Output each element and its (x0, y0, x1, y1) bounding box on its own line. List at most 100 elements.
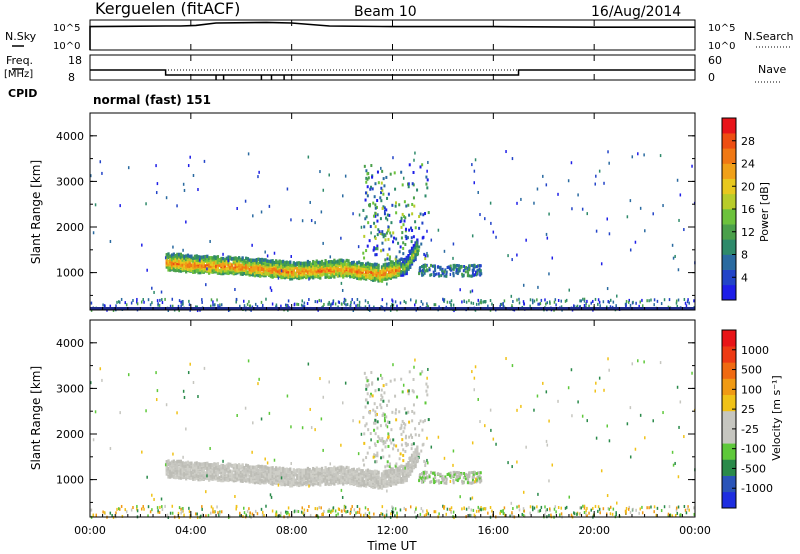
velocity-cell (276, 469, 280, 474)
power-cell (239, 263, 243, 268)
velocity-cell (516, 505, 518, 509)
colorbar-swatch (722, 427, 736, 444)
velocity-cell (225, 463, 228, 468)
power-cell (393, 271, 396, 275)
power-cell (172, 261, 175, 265)
power-cell (312, 261, 315, 266)
power-cell (429, 273, 432, 277)
velocity-cell (687, 505, 689, 509)
velocity-cell (539, 509, 542, 513)
power-cell (453, 309, 455, 313)
power-cell (376, 219, 379, 223)
power-cell (378, 230, 381, 234)
power-cell (349, 304, 351, 308)
power-cell (400, 264, 403, 268)
velocity-cell (375, 471, 378, 476)
velocity-cell (185, 476, 188, 481)
velocity-cell (463, 472, 466, 476)
power-cell (342, 275, 345, 279)
velocity-cell (402, 471, 405, 475)
power-cell (518, 301, 521, 305)
power-cell (331, 263, 334, 267)
velocity-cell (399, 427, 402, 431)
power-cell (404, 234, 407, 238)
velocity-cell (382, 473, 385, 478)
velocity-cell (490, 428, 492, 432)
velocity-cell (398, 457, 401, 461)
velocity-cell (349, 472, 352, 477)
power-cell (471, 268, 474, 272)
velocity-cell (344, 505, 346, 509)
range-tick-label: 1000 (56, 474, 84, 487)
velocity-cell (393, 468, 396, 473)
power-cell (359, 270, 362, 274)
velocity-cell (252, 465, 255, 470)
velocity-cell (625, 506, 628, 510)
power-cell (516, 298, 518, 302)
velocity-cell (421, 480, 424, 484)
power-cell (376, 170, 379, 174)
velocity-cell (350, 478, 354, 483)
power-cell (518, 297, 520, 301)
power-cell (368, 266, 371, 271)
power-cell (390, 305, 392, 309)
power-cell (426, 269, 429, 273)
power-cell (283, 270, 287, 275)
velocity-cell (540, 505, 543, 509)
velocity-cell (469, 497, 472, 501)
power-cell (264, 266, 267, 271)
velocity-cell (230, 474, 234, 479)
colorbar-tick-label: 4 (741, 271, 748, 284)
power-cell (478, 267, 481, 271)
power-cell (365, 275, 368, 279)
power-cell (320, 269, 324, 273)
power-cell (362, 251, 365, 255)
velocity-cell (174, 472, 177, 476)
power-cell (203, 159, 206, 163)
velocity-cell (127, 373, 130, 377)
power-cell (289, 260, 292, 264)
velocity-cell (95, 513, 98, 517)
power-cell (189, 155, 191, 159)
velocity-cell (170, 460, 174, 464)
power-cell (375, 247, 378, 251)
velocity-cell (164, 463, 167, 467)
velocity-cell (267, 469, 271, 474)
power-cell (343, 260, 347, 264)
power-cell (167, 252, 170, 256)
power-cell (365, 262, 368, 266)
velocity-cell (679, 400, 682, 404)
power-cell (282, 269, 285, 273)
power-cell (324, 275, 327, 279)
velocity-cell (442, 505, 445, 509)
velocity-cell (210, 505, 213, 509)
velocity-cell (414, 358, 416, 362)
power-cell (176, 255, 179, 260)
velocity-cell (412, 460, 415, 464)
power-cell (207, 256, 211, 260)
power-cell (293, 302, 296, 306)
velocity-cell (646, 506, 648, 510)
velocity-cell (412, 390, 415, 394)
velocity-cell (428, 475, 431, 479)
velocity-cell (674, 461, 676, 465)
power-cell (459, 266, 462, 270)
power-cell (387, 267, 391, 271)
velocity-cell (419, 473, 422, 477)
velocity-cell (199, 477, 202, 482)
power-cell (414, 226, 417, 230)
power-cell (426, 169, 428, 173)
colorbar-swatch (722, 269, 736, 286)
power-cell (170, 253, 174, 257)
power-cell (573, 304, 575, 308)
velocity-cell (360, 513, 362, 517)
velocity-cell (427, 461, 429, 465)
velocity-cell (471, 478, 474, 482)
power-cell (280, 275, 283, 280)
velocity-cell (345, 480, 348, 484)
power-cell (380, 274, 384, 278)
velocity-cell (414, 464, 417, 469)
power-cell (445, 274, 448, 278)
velocity-cell (202, 475, 205, 479)
velocity-cell (219, 510, 221, 514)
